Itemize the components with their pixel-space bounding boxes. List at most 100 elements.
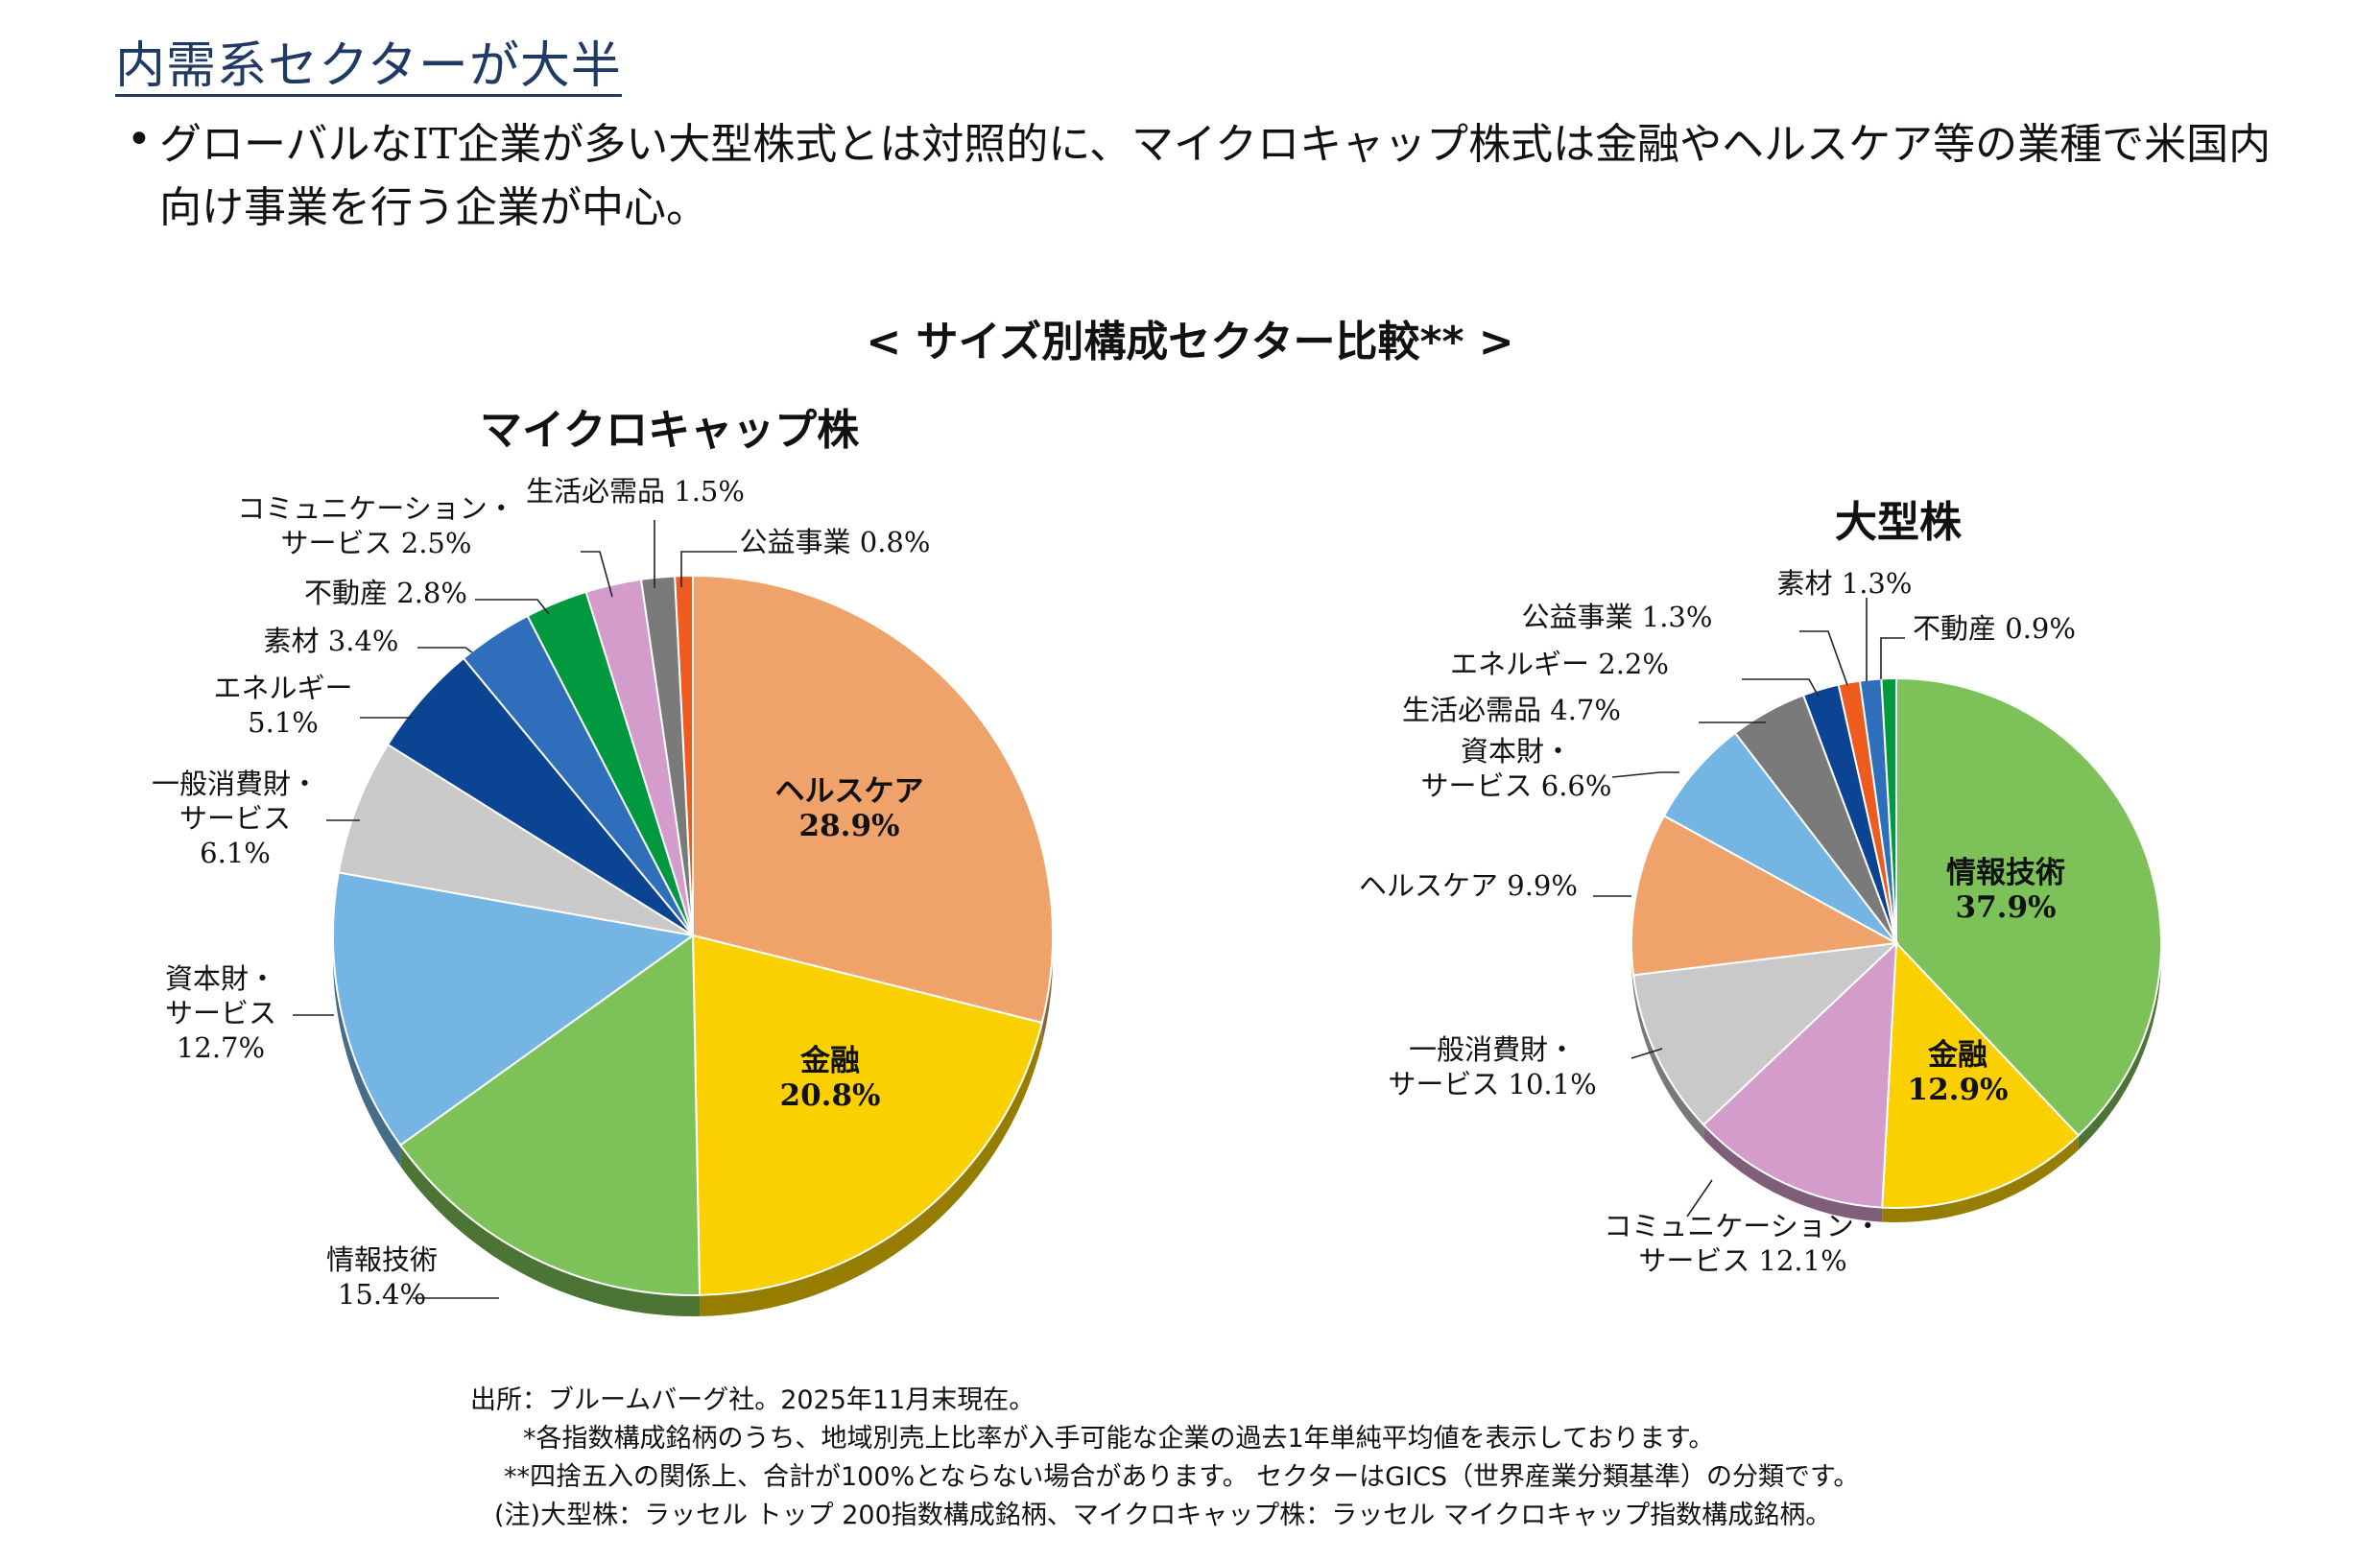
- slice-label-line: 素材 3.4%: [264, 625, 399, 657]
- slice-label-line: サービス 6.6%: [1421, 769, 1612, 802]
- slice-label: エネルギー 2.2%: [1450, 648, 1669, 680]
- slice-label-line: 37.9%: [1956, 890, 2057, 925]
- slice-label: 金融 20.8%: [780, 1044, 881, 1113]
- slice-label: 情報技術 37.9%: [1946, 856, 2065, 925]
- slice-label-line: 不動産 2.8%: [304, 577, 467, 609]
- slice-label-line: 15.4%: [338, 1278, 426, 1311]
- pie-microcap: ヘルスケア 28.9%金融 20.8%情報技術 15.4%資本財・サービス 12.7%一…: [152, 475, 1054, 1316]
- slice-label: 公益事業 0.8%: [740, 526, 931, 558]
- pie-depth-slice: [1703, 1124, 1883, 1222]
- page-heading: 内需系セクターが大半: [115, 37, 622, 95]
- slice-label-line: 一般消費財・: [152, 768, 319, 800]
- pie-depth-slice: [1633, 975, 1704, 1140]
- slice-label-line: 情報技術: [1946, 856, 2065, 890]
- slice-label-line: エネルギー: [213, 672, 352, 704]
- slice-label: 資本財・サービス 6.6%: [1421, 735, 1612, 802]
- pie-slice-largecap-3: [1631, 941, 1899, 1126]
- slice-label: 生活必需品 4.7%: [1402, 694, 1621, 726]
- leader-line: [417, 647, 473, 653]
- slice-label: 素材 1.3%: [1777, 567, 1913, 600]
- slice-label: エネルギー 5.1%: [213, 672, 352, 739]
- slice-label-line: 情報技術: [326, 1243, 438, 1276]
- pie-largecap: 情報技術 37.9% 金融 12.9% コミュニケーション・サービス 12.1% 一般消費…: [1359, 567, 2162, 1277]
- slice-label-line: 公益事業 1.3%: [1522, 601, 1713, 633]
- leader-line: [680, 551, 737, 587]
- slice-label: 生活必需品 1.5%: [526, 475, 745, 508]
- slice-label-line: ヘルスケア 9.9%: [1359, 869, 1578, 902]
- slice-label-line: 28.9%: [799, 809, 900, 843]
- slice-label-line: 資本財・: [1461, 735, 1572, 768]
- bullet-marker: •: [127, 115, 152, 164]
- slice-label-line: 12.9%: [1908, 1073, 2009, 1107]
- pie-slice-microcap-4: [337, 743, 694, 936]
- slice-label: 不動産 2.8%: [304, 577, 467, 609]
- slice-label: 不動産 0.9%: [1913, 612, 2076, 645]
- leader-line: [1611, 771, 1679, 778]
- slice-label-line: 6.1%: [200, 837, 271, 869]
- pie-depth-slice: [400, 1145, 701, 1316]
- slice-label: 公益事業 1.3%: [1522, 601, 1713, 633]
- pie-slice-largecap-2: [1702, 940, 1898, 1209]
- slice-label-line: サービス 12.1%: [1638, 1244, 1846, 1277]
- slice-label: コミュニケーション・サービス 2.5%: [237, 492, 514, 559]
- heading-underline: [115, 94, 622, 97]
- slice-label: ヘルスケア 9.9%: [1359, 869, 1578, 902]
- slice-label-line: 20.8%: [780, 1078, 881, 1113]
- slice-label: コミュニケーション・サービス 12.1%: [1604, 1210, 1881, 1277]
- slice-label-line: サービス: [165, 997, 276, 1029]
- slice-label-line: 一般消費財・: [1409, 1033, 1576, 1066]
- leader-line: [1799, 630, 1848, 686]
- slice-label: 一般消費財・サービス 6.1%: [152, 768, 319, 869]
- slice-label-line: 金融: [1927, 1038, 1987, 1073]
- slice-label-line: 不動産 0.9%: [1913, 612, 2076, 645]
- leader-line: [1742, 678, 1820, 698]
- chart-title: < サイズ別構成セクター比較** >: [866, 318, 1514, 367]
- slice-label: 素材 3.4%: [264, 625, 399, 657]
- slice-label-line: ヘルスケア: [775, 774, 924, 809]
- pie-slice-microcap-2: [398, 934, 702, 1296]
- pie-title-microcap: マイクロキャップ株: [480, 406, 860, 455]
- footnote-1: *各指数構成銘柄のうち、地域別売上比率が入手可能な企業の過去1年単純平均値を表示…: [523, 1424, 1715, 1454]
- slice-label-line: 公益事業 0.8%: [740, 526, 931, 558]
- pie-slice-microcap-1: [691, 934, 1044, 1296]
- pie-slice-largecap-0: [1895, 676, 2162, 1137]
- pie-title-largecap: 大型株: [1835, 498, 1962, 547]
- footnote-2: **四捨五入の関係上、合計が100%とならない場合があります。 セクターはGIC…: [504, 1462, 1860, 1492]
- slice-label-line: 12.7%: [177, 1031, 265, 1064]
- slice-label: 資本財・サービス 12.7%: [165, 962, 276, 1064]
- slice-label-line: サービス: [179, 802, 291, 835]
- slice-label-line: 金融: [799, 1044, 860, 1078]
- slice-label: 一般消費財・サービス 10.1%: [1388, 1033, 1596, 1100]
- footnotes: 出所：ブルームバーグ社。2025年11月末現在。 *各指数構成銘柄のうち、地域別…: [470, 1382, 1859, 1535]
- leader-line: [475, 599, 550, 615]
- slice-label-line: 資本財・: [165, 962, 276, 995]
- slice-label-line: 生活必需品 1.5%: [526, 475, 745, 508]
- pie-depth-slice: [1882, 1135, 2079, 1222]
- slice-label-line: 5.1%: [248, 706, 319, 739]
- pie-depth-slice: [333, 935, 401, 1167]
- slice-label-line: コミュニケーション・: [237, 492, 514, 525]
- slice-label: 金融 12.9%: [1908, 1038, 2009, 1107]
- pie-slice-largecap-5: [1662, 731, 1897, 944]
- pie-slice-microcap-10: [674, 574, 694, 936]
- slice-label-line: サービス 2.5%: [281, 527, 472, 559]
- bullet-line-2: 向け事業を行う企業が中心。: [159, 183, 708, 232]
- slice-label-line: 生活必需品 4.7%: [1402, 694, 1621, 726]
- bullet-text: グローバルなIT企業が多い大型株式とは対照的に、マイクロキャップ株式は金融やヘル…: [159, 113, 2319, 240]
- slice-label-line: サービス 10.1%: [1388, 1068, 1596, 1100]
- pie-slice-largecap-1: [1881, 940, 2081, 1209]
- footnote-source: 出所：ブルームバーグ社。2025年11月末現在。: [470, 1385, 1035, 1415]
- pie-depth-slice: [1041, 935, 1053, 1044]
- pie-depth-slice: [2078, 943, 2161, 1150]
- slice-label-line: 素材 1.3%: [1777, 567, 1913, 600]
- pie-depth-microcap: [333, 935, 1053, 1316]
- leader-line: [1880, 637, 1905, 679]
- slice-label-line: コミュニケーション・: [1604, 1210, 1881, 1242]
- slice-label-line: エネルギー 2.2%: [1450, 648, 1669, 680]
- pie-slice-microcap-3: [332, 871, 696, 1147]
- leader-line: [581, 551, 613, 598]
- pie-depth-slice: [700, 1022, 1042, 1316]
- slice-label: 情報技術 15.4%: [326, 1243, 438, 1311]
- footnote-3: (注)大型株：ラッセル トップ 200指数構成銘柄、マイクロキャップ株：ラッセル…: [494, 1501, 1832, 1530]
